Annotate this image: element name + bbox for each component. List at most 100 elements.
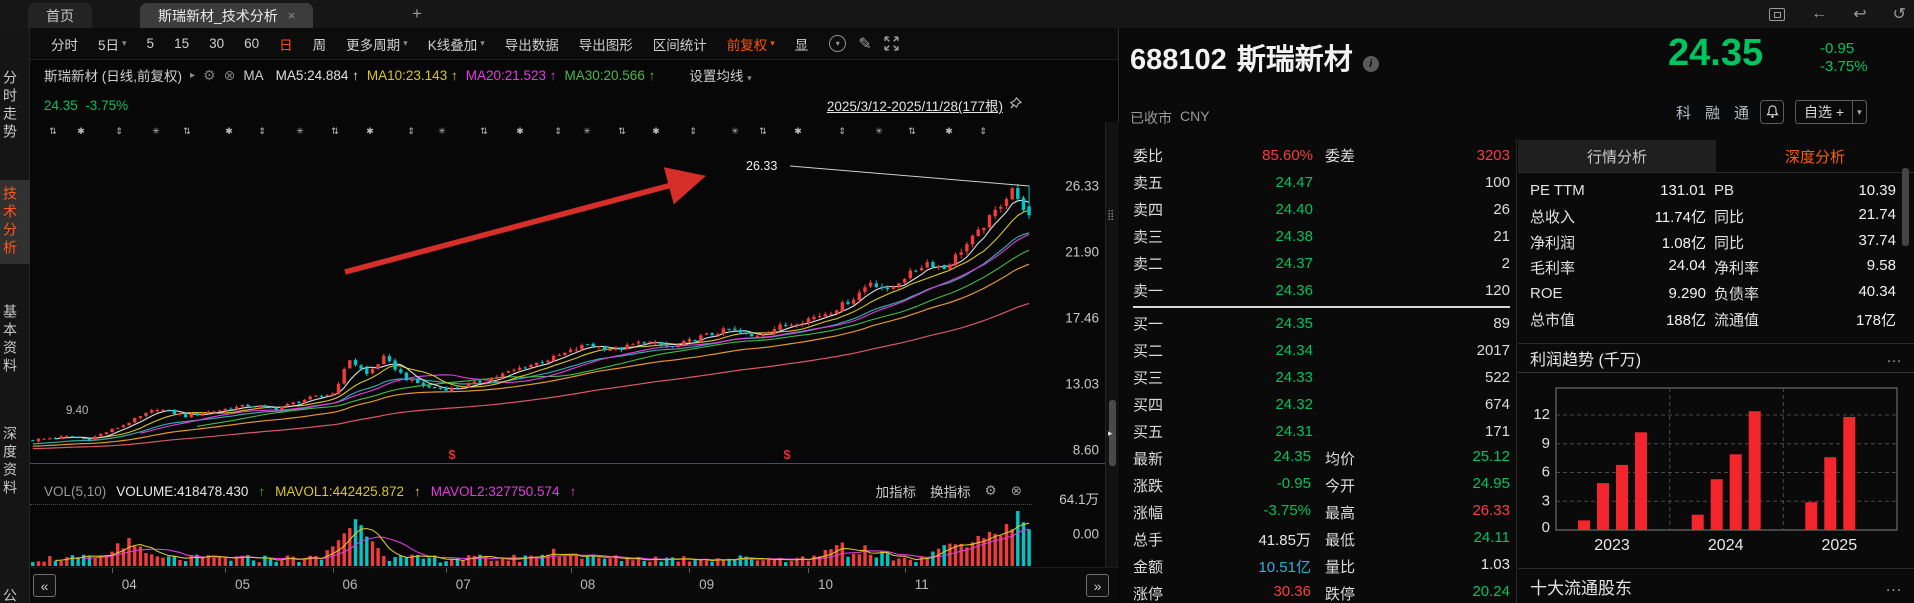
tab-close-icon[interactable]: ×	[287, 8, 296, 23]
new-tab-button[interactable]: +	[412, 4, 422, 23]
bid-row-2[interactable]: 买三 24.33 522	[1133, 364, 1510, 391]
toolbar-item-14[interactable]: 显	[786, 34, 818, 54]
window-tab-0[interactable]: 首页	[28, 3, 92, 28]
svg-text:2024: 2024	[1708, 537, 1744, 554]
scrollbar-thumb[interactable]	[1109, 400, 1116, 466]
sidebar-item-2[interactable]: 基本资料	[2, 304, 18, 376]
sidebar-item-0[interactable]: 分时走势	[2, 70, 18, 142]
level-label: 买一	[1133, 316, 1164, 333]
level-price[interactable]: 24.38	[1275, 228, 1313, 245]
toolbar-item-8[interactable]: 更多周期 ▾	[337, 34, 417, 54]
level-volume: 21	[1493, 228, 1510, 245]
date-range[interactable]: 2025/3/12-2025/11/28(177根)	[826, 99, 1003, 114]
level-price[interactable]: 24.34	[1275, 342, 1313, 359]
toolbar-item-12[interactable]: 区间统计	[644, 34, 716, 54]
ask-row-2[interactable]: 卖三 24.38 21	[1133, 223, 1510, 250]
ask-row-0[interactable]: 卖五 24.47 100	[1133, 169, 1510, 196]
last-price-and-change: 24.35 -3.75%	[44, 97, 129, 113]
market-status: 已收市 CNY	[1130, 108, 1210, 126]
toolbar-item-2[interactable]: 5	[138, 36, 164, 51]
expand-tri-icon[interactable]: ▸	[190, 69, 196, 81]
level-volume: 120	[1484, 282, 1510, 299]
ask-row-4[interactable]: 卖一 24.36 120	[1133, 277, 1510, 304]
volume-chart[interactable]	[30, 507, 1032, 567]
switch-indicator-button[interactable]: 换指标	[930, 485, 971, 500]
toolbar-item-9[interactable]: K线叠加 ▾	[419, 34, 494, 54]
analysis-tabs: 行情分析 深度分析	[1518, 140, 1914, 173]
bid-row-3[interactable]: 买四 24.32 674	[1133, 391, 1510, 418]
toolbar-item-1[interactable]: 5日 ▾	[89, 34, 136, 54]
ask-row-3[interactable]: 卖二 24.37 2	[1133, 250, 1510, 277]
metric-value: 21.74	[1858, 206, 1896, 224]
undo-icon[interactable]: ↩	[1853, 6, 1867, 23]
ask-row-1[interactable]: 卖四 24.40 26	[1133, 196, 1510, 223]
stat-row-5: 涨停 30.36 跌停 20.24	[1133, 580, 1510, 603]
level-price[interactable]: 24.36	[1275, 282, 1313, 299]
gear-icon[interactable]: ⚙	[203, 66, 216, 83]
ma-values: MA5:24.884 ↑ MA10:23.143 ↑ MA20:21.523 ↑ MA…	[272, 68, 656, 83]
svg-text:9: 9	[1542, 435, 1550, 452]
metric-label: 总收入	[1530, 209, 1576, 227]
toolbar-item-13[interactable]: 前复权 ▾	[718, 34, 784, 54]
splitter-grip-icon[interactable]: ⣿	[1107, 210, 1115, 221]
pane-divider[interactable]	[30, 463, 1105, 464]
close-indicator-icon[interactable]: ⊗	[223, 66, 236, 83]
bid-row-4[interactable]: 买五 24.31 171	[1133, 418, 1510, 445]
chart-title[interactable]: 斯瑞新材 (日线,前复权)	[44, 69, 182, 84]
svg-text:⇅: ⇅	[908, 126, 916, 136]
pin-icon[interactable]	[1009, 97, 1023, 113]
toolbar-item-5[interactable]: 60	[235, 36, 268, 51]
sidebar-item-1[interactable]: 技术分析	[0, 180, 30, 264]
add-indicator-button[interactable]: 加指标	[875, 485, 917, 500]
toolbar-item-11[interactable]: 导出图形	[570, 34, 642, 54]
svg-text:⇕: ⇕	[689, 126, 697, 136]
toolbar-item-0[interactable]: 分时	[42, 34, 87, 54]
bid-row-0[interactable]: 买一 24.35 89	[1133, 310, 1510, 337]
axis-tick-mark	[446, 568, 448, 573]
profit-more-button[interactable]: …	[1886, 349, 1902, 366]
holders-more-button[interactable]: …	[1885, 576, 1902, 595]
level-label: 卖三	[1133, 229, 1164, 246]
screenshot-icon[interactable]	[1769, 7, 1786, 21]
level-price[interactable]: 24.37	[1275, 255, 1313, 272]
history-icon[interactable]: ↺	[1892, 6, 1906, 23]
alert-bell-button[interactable]	[1760, 100, 1785, 124]
vol-gear-icon[interactable]: ⚙	[984, 483, 997, 498]
watchlist-button[interactable]: 自选 + ▾	[1795, 100, 1867, 124]
axis-month-label: 06	[342, 577, 358, 592]
analysis-tab-1[interactable]: 深度分析	[1716, 140, 1914, 172]
toolbar-item-6[interactable]: 日	[270, 34, 302, 54]
level-price[interactable]: 24.32	[1275, 396, 1313, 413]
watchlist-dropdown[interactable]: ▾	[1852, 101, 1866, 123]
toolbar-item-7[interactable]: 周	[304, 34, 336, 54]
sidebar-item-3[interactable]: 深度资料	[2, 426, 18, 498]
chart-subheader: 24.35 -3.75% 2025/3/12-2025/11/28(177根)	[30, 90, 1032, 120]
vol-close-icon[interactable]: ⊗	[1010, 483, 1022, 498]
toolbar-item-3[interactable]: 15	[165, 36, 198, 51]
kline-chart[interactable]: ⇅ ✱ ⇕ ✳ ⇅ ✱ ⇕ ✳ ⇅ ✱ ⇕ ✳ ⇅ ✱ ⇕ ✳ ⇅ ✱ ⇕ ✳ ⇅ ✱ ⇕ ✳ ⇅ ✱ ⇕ 26.33 9.40 $ $	[30, 122, 1032, 463]
panel-scrollbar-thumb[interactable]	[1902, 168, 1909, 246]
collapse-arrow-icon[interactable]: ▸	[1108, 428, 1113, 438]
level-price[interactable]: 24.40	[1275, 201, 1313, 218]
toolbar-item-10[interactable]: 导出数据	[496, 34, 568, 54]
analysis-tab-0[interactable]: 行情分析	[1518, 140, 1716, 172]
level-price[interactable]: 24.47	[1275, 174, 1313, 191]
toolbar-item-4[interactable]: 30	[200, 36, 233, 51]
level-price[interactable]: 24.31	[1275, 423, 1313, 440]
panel-splitter[interactable]: ⣿ ▸	[1105, 122, 1119, 567]
draw-pen-icon[interactable]: ✎	[858, 35, 872, 53]
fullscreen-icon[interactable]	[884, 36, 899, 51]
level-price[interactable]: 24.33	[1275, 369, 1313, 386]
bid-row-1[interactable]: 买二 24.34 2017	[1133, 337, 1510, 364]
display-options-icon[interactable]: ▾	[829, 35, 847, 52]
info-icon[interactable]: i	[1362, 56, 1379, 72]
window-tab-1[interactable]: 斯瑞新材_技术分析 ×	[140, 3, 314, 28]
back-icon[interactable]: ←	[1811, 5, 1828, 22]
scroll-right-button[interactable]: »	[1086, 574, 1109, 597]
sidebar-item-4[interactable]: 公	[2, 588, 18, 603]
scroll-left-button[interactable]: «	[33, 574, 56, 597]
vol-indicator-name[interactable]: VOL(5,10)	[44, 483, 107, 499]
ma-settings-button[interactable]: 设置均线 ▾	[689, 69, 752, 84]
level-price[interactable]: 24.35	[1275, 315, 1313, 332]
svg-text:✳: ✳	[731, 126, 739, 136]
